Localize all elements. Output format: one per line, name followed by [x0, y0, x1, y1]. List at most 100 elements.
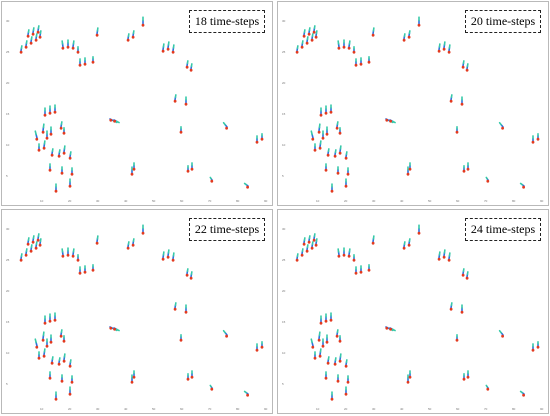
- trajectory-trail: [371, 27, 375, 37]
- trajectory-trail: [485, 176, 490, 183]
- trajectory-trail: [329, 312, 333, 322]
- trajectory-trail: [31, 27, 35, 36]
- y-tick-label: 10: [282, 143, 286, 147]
- trajectory-trail: [95, 27, 99, 37]
- trajectory-trail: [54, 391, 58, 401]
- trajectory-trail: [519, 182, 525, 189]
- x-tick-label: 30: [96, 407, 100, 411]
- x-tick-label: 90: [540, 407, 544, 411]
- trajectory-trail: [68, 151, 72, 160]
- trajectory-trail: [57, 149, 61, 158]
- trajectory-trail: [59, 329, 63, 338]
- trajectory-trail: [498, 121, 504, 130]
- trajectory-trail: [347, 248, 351, 258]
- trajectory-trail: [53, 104, 57, 114]
- trajectory-trail: [43, 107, 47, 117]
- trajectory-trail: [536, 132, 540, 141]
- trajectory-trail: [449, 94, 453, 103]
- trajectory-trail: [243, 182, 250, 189]
- x-tick-label: 70: [208, 407, 212, 411]
- trajectory-trail: [313, 351, 317, 360]
- trajectory-trail: [389, 327, 396, 332]
- trajectory-trail: [337, 40, 341, 50]
- x-tick-label: 10: [316, 407, 320, 411]
- trajectory-trail: [531, 135, 535, 144]
- trajectory-trail: [126, 33, 130, 42]
- trajectory-trail: [295, 253, 299, 262]
- trajectory-trail: [36, 233, 40, 242]
- x-tick-label: 60: [180, 199, 184, 203]
- trajectory-trail: [83, 265, 87, 274]
- x-tick-label: 90: [540, 199, 544, 203]
- trajectory-trail: [310, 130, 315, 141]
- trajectory-trail: [314, 238, 318, 247]
- y-tick-label: 5: [282, 174, 284, 178]
- trajectory-trail: [31, 235, 35, 244]
- trajectory-trail: [408, 162, 412, 171]
- trajectory-trail: [42, 140, 46, 150]
- x-tick-label: 40: [400, 407, 404, 411]
- x-tick-label: 50: [152, 199, 156, 203]
- trajectory-trail: [113, 327, 120, 332]
- trajectory-trail: [49, 126, 53, 136]
- y-tick-label: 30: [6, 227, 10, 231]
- trajectory-trail: [300, 40, 304, 49]
- x-tick-label: 60: [456, 199, 460, 203]
- x-tick-label: 10: [316, 199, 320, 203]
- trajectory-trail: [41, 123, 45, 134]
- y-tick-label: 15: [282, 320, 286, 324]
- trajectory-trail: [461, 60, 465, 69]
- trajectory-trail: [305, 36, 309, 45]
- trajectory-trail: [417, 224, 421, 235]
- trajectory-plot: 10 20 30 40 50 60 70 80 90 30 25 20 15 10 5: [282, 16, 544, 203]
- trajectory-trail: [190, 162, 194, 171]
- trajectory-trail: [461, 268, 465, 277]
- y-tick-label: 5: [282, 382, 284, 386]
- trajectory-trail: [173, 94, 177, 103]
- trajectory-trail: [330, 391, 334, 401]
- trajectory-trail: [447, 252, 451, 262]
- trajectory-trail: [519, 390, 525, 397]
- panel-24-time-steps: 10 20 30 40 50 60 70 80 90 30 25 20 15 10 5 24 time-st…: [277, 209, 549, 414]
- y-tick-label: 25: [6, 258, 10, 262]
- trajectory-trail: [62, 334, 66, 343]
- trajectory-trail: [53, 312, 57, 322]
- trajectory-trail: [50, 356, 54, 365]
- trajectory-trail: [186, 164, 190, 173]
- trajectory-trail: [302, 237, 306, 246]
- trajectory-trail: [347, 40, 351, 50]
- trajectory-plot: 10 20 30 40 50 60 70 80 90 30 25 20 15 10 5: [6, 224, 268, 411]
- trajectory-trail: [49, 334, 53, 344]
- trajectory-trail: [189, 63, 193, 72]
- panel-label: 22 time-steps: [189, 218, 265, 241]
- x-tick-label: 60: [456, 407, 460, 411]
- panel-label: 20 time-steps: [465, 10, 541, 33]
- trajectory-trail: [68, 178, 72, 188]
- x-tick-label: 60: [180, 407, 184, 411]
- trajectory-trail: [336, 166, 340, 175]
- trajectory-trail: [179, 333, 183, 342]
- trajectory-trail: [131, 238, 135, 247]
- trajectory-trail: [171, 252, 175, 262]
- trajectory-trail: [460, 96, 464, 106]
- trajectory-trail: [325, 334, 329, 344]
- trajectory-trail: [367, 263, 371, 272]
- trajectory-trail: [346, 375, 350, 384]
- y-tick-label: 30: [6, 19, 10, 23]
- x-tick-label: 20: [344, 199, 348, 203]
- trajectory-trail: [61, 248, 65, 258]
- trajectory-trail: [209, 384, 214, 391]
- panel-18-time-steps: 10 20 30 40 50 60 70 80 90 30 25 20 15 10 5 18 time-st…: [1, 1, 273, 206]
- trajectory-trail: [243, 390, 250, 397]
- trajectory-trail: [131, 30, 135, 39]
- trajectory-trail: [189, 271, 193, 280]
- trajectory-trail: [310, 241, 314, 250]
- trajectory-trail: [321, 338, 325, 348]
- trajectory-trail: [352, 253, 356, 262]
- trajectory-trail: [338, 334, 342, 343]
- x-tick-label: 70: [484, 407, 488, 411]
- trajectory-trail: [260, 132, 264, 141]
- trajectory-trail: [222, 121, 229, 130]
- trajectory-trail: [338, 145, 342, 155]
- trajectory-trail: [62, 145, 66, 155]
